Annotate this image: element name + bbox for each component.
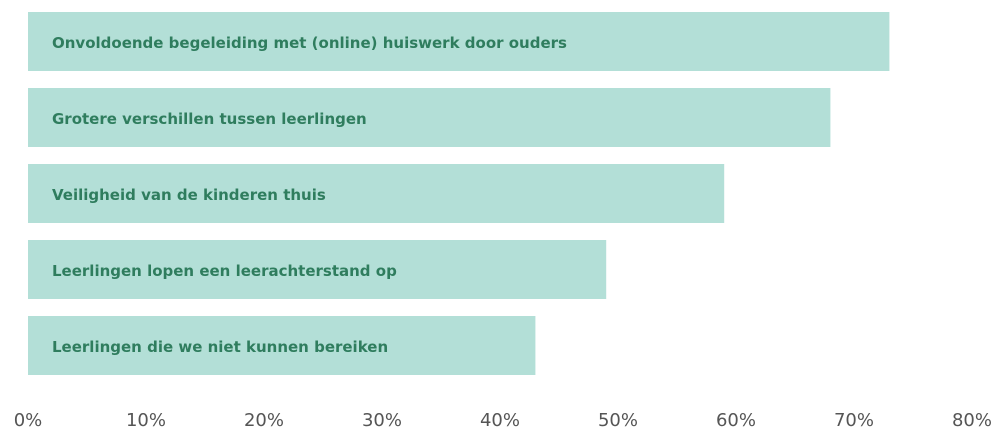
category-label: Leerlingen die we niet kunnen bereiken — [52, 338, 388, 356]
bar — [28, 88, 831, 147]
x-tick-label: 30% — [362, 410, 402, 431]
bar — [28, 164, 725, 223]
category-label: Veiligheid van de kinderen thuis — [52, 186, 326, 204]
category-label: Leerlingen lopen een leerachterstand op — [52, 262, 397, 280]
x-tick-label: 40% — [480, 410, 520, 431]
bar — [28, 240, 607, 299]
x-tick-label: 60% — [716, 410, 756, 431]
category-label: Onvoldoende begeleiding met (online) hui… — [52, 34, 567, 52]
bar — [28, 12, 890, 71]
bar — [28, 316, 536, 375]
x-tick-label: 20% — [244, 410, 284, 431]
x-tick-label: 80% — [952, 410, 992, 431]
x-tick-label: 10% — [126, 410, 166, 431]
x-tick-label: 0% — [14, 410, 43, 431]
category-label: Grotere verschillen tussen leerlingen — [52, 110, 367, 128]
x-tick-label: 50% — [598, 410, 638, 431]
x-tick-label: 70% — [834, 410, 874, 431]
